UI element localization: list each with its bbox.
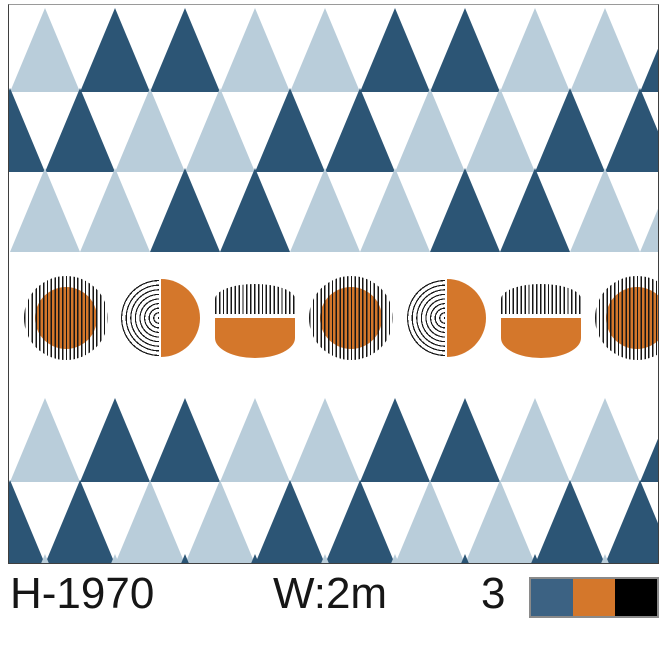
arc-half-circle-motif — [404, 276, 488, 360]
triangle-dark — [150, 554, 220, 563]
lined-circle-motif — [309, 276, 393, 360]
triangle-light — [570, 398, 640, 482]
triangle-light — [500, 398, 570, 482]
triangle-dark — [255, 88, 325, 172]
orange-shape — [501, 318, 581, 358]
triangle-light — [465, 88, 535, 172]
triangle-dark — [9, 480, 45, 563]
width-label: W:2m — [273, 569, 388, 618]
triangle-dark — [325, 480, 395, 563]
triangle-light — [10, 8, 80, 92]
triangle-light — [115, 88, 185, 172]
triangle-light — [500, 8, 570, 92]
triangle-dark — [150, 168, 220, 252]
half-moon-circle-motif — [499, 276, 583, 360]
swatch-cell-blue — [531, 579, 573, 616]
triangle-light — [10, 398, 80, 482]
half-moon-circle-motif — [213, 276, 297, 360]
triangle-light — [395, 480, 465, 563]
arc-half-circle-motif — [118, 276, 202, 360]
color-swatch — [529, 577, 659, 618]
orange-shape — [447, 279, 486, 357]
triangle-dark — [255, 480, 325, 563]
triangle-light — [570, 554, 640, 563]
triangle-light — [10, 554, 80, 563]
line-shape — [121, 279, 159, 357]
orange-shape — [215, 318, 295, 358]
triangle-dark — [500, 168, 570, 252]
triangle-dark — [150, 8, 220, 92]
triangle-dark — [9, 88, 45, 172]
line-shape — [595, 276, 658, 360]
footer: H-1970 W:2m 3 — [0, 566, 666, 666]
triangle-dark — [80, 8, 150, 92]
triangle-light — [80, 554, 150, 563]
triangle-light — [290, 554, 360, 563]
triangle-light — [290, 8, 360, 92]
triangle-dark — [605, 480, 658, 563]
triangle-dark — [640, 8, 658, 92]
triangle-dark — [220, 554, 290, 563]
line-shape — [501, 284, 581, 314]
triangle-light — [570, 168, 640, 252]
triangle-light — [395, 88, 465, 172]
count-label: 3 — [481, 569, 506, 618]
swatch-cell-black — [615, 579, 657, 616]
triangle-light — [115, 480, 185, 563]
triangle-light — [220, 8, 290, 92]
triangle-dark — [640, 398, 658, 482]
triangle-light — [80, 168, 150, 252]
triangle-light — [290, 398, 360, 482]
lined-circle-motif — [24, 276, 108, 360]
triangle-dark — [150, 398, 220, 482]
triangle-dark — [500, 554, 570, 563]
line-shape — [309, 276, 393, 360]
triangle-light — [570, 8, 640, 92]
triangle-light — [185, 480, 255, 563]
triangle-dark — [325, 88, 395, 172]
triangle-dark — [430, 398, 500, 482]
triangle-dark — [45, 480, 115, 563]
triangle-light — [465, 480, 535, 563]
triangle-dark — [360, 398, 430, 482]
lined-circle-motif — [595, 276, 658, 360]
triangle-dark — [535, 88, 605, 172]
triangle-light — [360, 554, 430, 563]
triangle-dark — [360, 8, 430, 92]
triangle-dark — [430, 8, 500, 92]
triangle-light — [290, 168, 360, 252]
line-shape — [407, 279, 445, 357]
swatch-cell-orange — [573, 579, 615, 616]
triangle-light — [220, 398, 290, 482]
triangle-dark — [605, 88, 658, 172]
triangle-light — [185, 88, 255, 172]
triangle-dark — [430, 554, 500, 563]
line-shape — [215, 284, 295, 314]
triangle-light — [10, 168, 80, 252]
triangle-dark — [80, 398, 150, 482]
triangle-dark — [430, 168, 500, 252]
product-code: H-1970 — [10, 569, 155, 618]
triangle-light — [360, 168, 430, 252]
orange-shape — [161, 279, 200, 357]
triangle-light — [640, 168, 658, 252]
line-shape — [24, 276, 108, 360]
triangle-dark — [45, 88, 115, 172]
pattern-area — [8, 4, 659, 564]
triangle-dark — [220, 168, 290, 252]
triangle-dark — [535, 480, 605, 563]
